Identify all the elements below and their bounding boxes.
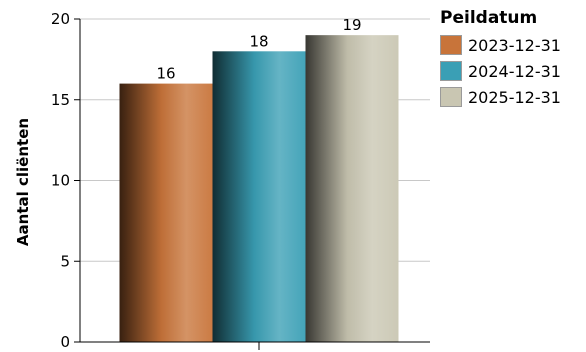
legend-item: 2024-12-31 (440, 58, 561, 84)
legend: Peildatum 2023-12-31 2024-12-31 2025-12-31 (440, 8, 561, 110)
legend-label: 2024-12-31 (468, 61, 561, 81)
y-tick-label: 0 (60, 333, 70, 351)
legend-title: Peildatum (440, 8, 538, 28)
data-label: 16 (156, 65, 175, 83)
legend-label: 2025-12-31 (468, 87, 561, 107)
bar-2023-12-31 (119, 83, 213, 342)
y-axis-title: Aantal cliënten (14, 118, 32, 246)
y-tick-label: 20 (51, 10, 70, 28)
bar-2024-12-31 (212, 51, 306, 343)
legend-swatch (440, 87, 462, 107)
legend-item: 2025-12-31 (440, 84, 561, 110)
y-tick-label: 5 (60, 252, 70, 270)
bar-chart: 0 5 10 15 20 16 18 19 Aantal cliënten (14, 10, 430, 351)
y-tick-label: 15 (51, 91, 70, 109)
legend-swatch (440, 35, 462, 55)
data-label: 19 (342, 16, 361, 34)
bar-2025-12-31 (305, 35, 399, 343)
y-tick-label: 10 (51, 172, 70, 190)
legend-swatch (440, 61, 462, 81)
data-label: 18 (249, 32, 268, 50)
legend-label: 2023-12-31 (468, 35, 561, 55)
legend-item: 2023-12-31 (440, 32, 561, 58)
